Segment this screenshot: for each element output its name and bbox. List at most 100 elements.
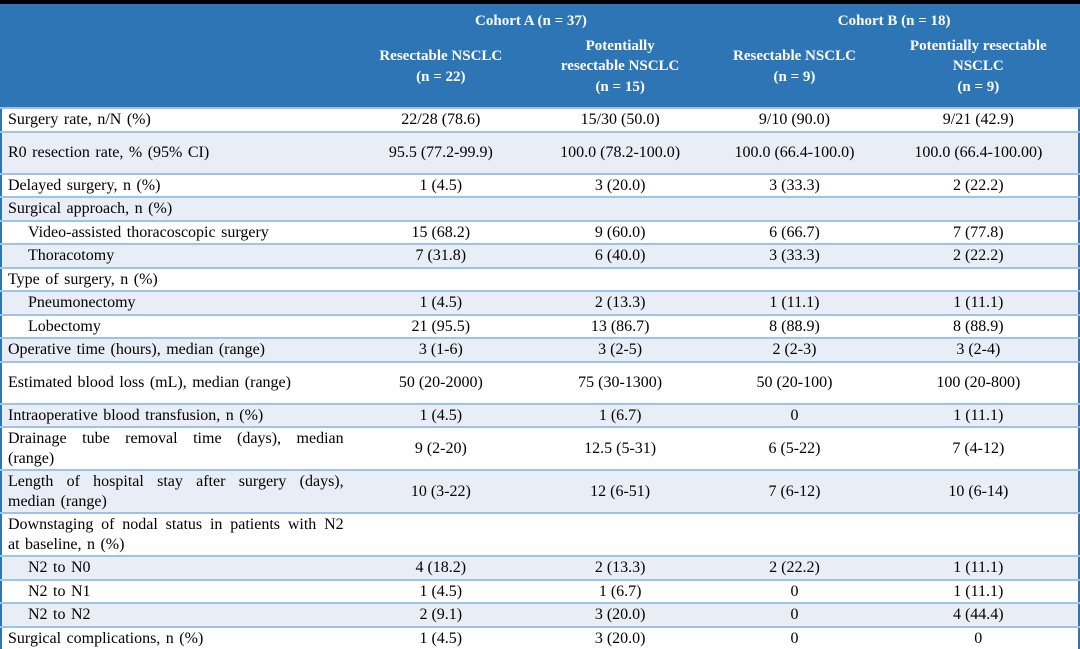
cell-value <box>710 197 879 222</box>
cell-value: 4 (44.4) <box>878 603 1079 628</box>
cell-value <box>878 197 1079 222</box>
row-label: Operative time (hours), median (range) <box>1 338 352 363</box>
cell-value: 1 (11.1) <box>878 556 1079 581</box>
cohort-a-header: Cohort A (n = 37) <box>351 4 711 34</box>
cell-value: 7 (6-12) <box>710 470 879 515</box>
column-header-resectable-b: Resectable NSCLC (n = 9) <box>710 34 879 109</box>
row-label: Delayed surgery, n (%) <box>1 173 352 199</box>
cell-value: 2 (13.3) <box>529 556 711 581</box>
top-black-bar <box>0 0 1080 4</box>
cell-value: 6 (66.7) <box>710 220 879 246</box>
cell-value: 7 (4-12) <box>878 427 1079 472</box>
row-label: Surgical complications, n (%) <box>1 626 352 649</box>
table-row: Pneumonectomy 1 (4.5) 2 (13.3) 1 (11.1) 1 (1… <box>1 291 1079 316</box>
cell-value: 9 (60.0) <box>529 220 711 246</box>
table-row: Surgical complications, n (%) 1 (4.5) 3 (2… <box>1 626 1079 649</box>
cell-value: 0 <box>710 626 879 649</box>
cohort-header-row: Cohort A (n = 37) Cohort B (n = 18) <box>1 4 1079 34</box>
cell-value: 3 (2-4) <box>878 338 1079 363</box>
cell-value: 12.5 (5-31) <box>529 427 711 472</box>
table-row: Delayed surgery, n (%) 1 (4.5) 3 (20.0) 3 (… <box>1 173 1079 199</box>
cell-value <box>710 267 879 293</box>
cell-value: 1 (4.5) <box>351 626 530 649</box>
row-label: Downstaging of nodal status in patients … <box>1 513 352 558</box>
row-label: Length of hospital stay after surgery (d… <box>1 470 352 515</box>
cell-value <box>529 197 711 222</box>
cell-value <box>351 513 530 558</box>
cell-value: 22/28 (78.6) <box>351 108 530 133</box>
cell-value: 6 (40.0) <box>529 244 711 269</box>
cell-value: 12 (6-51) <box>529 470 711 515</box>
cell-value: 0 <box>710 579 879 605</box>
cell-value: 10 (3-22) <box>351 470 530 515</box>
surgery-outcomes-table: Cohort A (n = 37) Cohort B (n = 18) Rese… <box>0 4 1080 649</box>
cell-value: 1 (11.1) <box>878 403 1079 429</box>
cell-value: 9/21 (42.9) <box>878 108 1079 133</box>
row-label: N2 to N1 <box>1 579 352 605</box>
row-label: N2 to N2 <box>1 603 352 628</box>
table-row: N2 to N0 4 (18.2) 2 (13.3) 2 (22.2) 1 (11.1) <box>1 556 1079 581</box>
cell-value: 1 (11.1) <box>878 579 1079 605</box>
table-header: Cohort A (n = 37) Cohort B (n = 18) Rese… <box>1 4 1079 109</box>
cell-value: 1 (4.5) <box>351 173 530 199</box>
table-row: Video-assisted thoracoscopic surgery 15 (… <box>1 220 1079 246</box>
cell-value <box>529 267 711 293</box>
cell-value: 4 (18.2) <box>351 556 530 581</box>
cell-value: 7 (31.8) <box>351 244 530 269</box>
cell-value <box>529 513 711 558</box>
cell-value: 1 (4.5) <box>351 403 530 429</box>
cell-value: 2 (22.2) <box>710 556 879 581</box>
row-label: Type of surgery, n (%) <box>1 267 352 293</box>
cell-value: 2 (13.3) <box>529 291 711 316</box>
table-row: R0 resection rate, % (95% CI) 95.5 (77.2-… <box>1 131 1079 175</box>
cell-value <box>351 197 530 222</box>
table-row: Length of hospital stay after surgery (d… <box>1 470 1079 515</box>
cell-value: 50 (20-100) <box>710 361 879 405</box>
row-label: Surgery rate, n/N (%) <box>1 108 352 133</box>
cell-value: 100.0 (66.4-100.0) <box>710 131 879 175</box>
table-row: Drainage tube removal time (days), media… <box>1 427 1079 472</box>
corner-cell-2 <box>1 34 352 109</box>
row-label: Pneumonectomy <box>1 291 352 316</box>
column-header-potentially-resectable-b: Potentially resectable NSCLC (n = 9) <box>878 34 1079 109</box>
cell-value: 1 (11.1) <box>878 291 1079 316</box>
column-header-label: Potentially resectable NSCLC (n = 9) <box>909 38 1047 95</box>
row-label: N2 to N0 <box>1 556 352 581</box>
cell-value: 0 <box>710 403 879 429</box>
table-row: Operative time (hours), median (range) 3 … <box>1 338 1079 363</box>
cell-value: 8 (88.9) <box>878 314 1079 340</box>
row-label: Lobectomy <box>1 314 352 340</box>
table-row: Surgery rate, n/N (%) 22/28 (78.6) 15/30 (… <box>1 108 1079 133</box>
cell-value: 50 (20-2000) <box>351 361 530 405</box>
cell-value: 100.0 (78.2-100.0) <box>529 131 711 175</box>
cell-value: 100 (20-800) <box>878 361 1079 405</box>
column-header-row: Resectable NSCLC (n = 22) Potentially re… <box>1 34 1079 109</box>
table-row: Downstaging of nodal status in patients … <box>1 513 1079 558</box>
row-label: Estimated blood loss (mL), median (range… <box>1 361 352 405</box>
cell-value: 1 (11.1) <box>710 291 879 316</box>
table-row: Surgical approach, n (%) <box>1 197 1079 222</box>
cell-value <box>351 267 530 293</box>
row-label: Surgical approach, n (%) <box>1 197 352 222</box>
cell-value: 3 (20.0) <box>529 173 711 199</box>
table-row: Thoracotomy 7 (31.8) 6 (40.0) 3 (33.3) 2 (22… <box>1 244 1079 269</box>
cell-value: 1 (4.5) <box>351 291 530 316</box>
cell-value: 100.0 (66.4-100.00) <box>878 131 1079 175</box>
table-row: Lobectomy 21 (95.5) 13 (86.7) 8 (88.9) 8 (88… <box>1 314 1079 340</box>
cell-value: 3 (20.0) <box>529 626 711 649</box>
row-label: Thoracotomy <box>1 244 352 269</box>
table-row: N2 to N2 2 (9.1) 3 (20.0) 0 4 (44.4) <box>1 603 1079 628</box>
cell-value: 8 (88.9) <box>710 314 879 340</box>
cell-value: 1 (6.7) <box>529 579 711 605</box>
table-body: Surgery rate, n/N (%) 22/28 (78.6) 15/30 (… <box>1 108 1079 649</box>
table-row: Estimated blood loss (mL), median (range… <box>1 361 1079 405</box>
cell-value: 2 (22.2) <box>878 244 1079 269</box>
cell-value <box>710 513 879 558</box>
column-header-label: Resectable NSCLC (n = 22) <box>379 48 503 85</box>
cell-value: 95.5 (77.2-99.9) <box>351 131 530 175</box>
cell-value: 75 (30-1300) <box>529 361 711 405</box>
row-label: Drainage tube removal time (days), media… <box>1 427 352 472</box>
cell-value: 9 (2-20) <box>351 427 530 472</box>
cell-value: 1 (6.7) <box>529 403 711 429</box>
